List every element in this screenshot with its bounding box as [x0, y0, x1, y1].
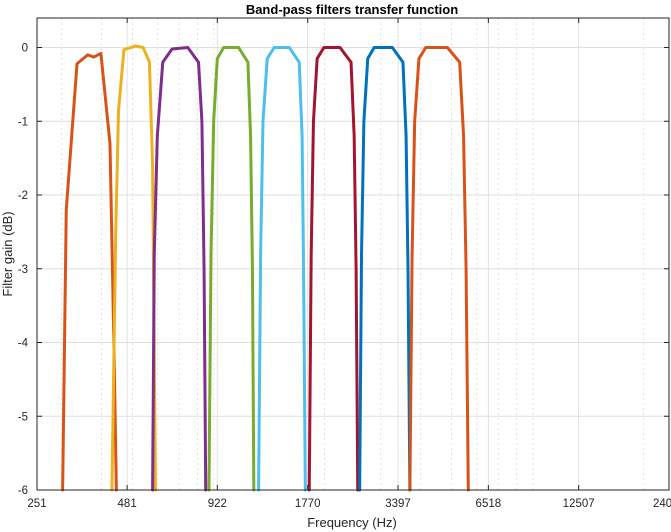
x-tick-label: 12507 [563, 498, 595, 510]
chart-title: Band-pass filters transfer function [246, 2, 458, 17]
y-tick-label: -4 [18, 338, 29, 350]
x-tick-label: 24000 [653, 498, 671, 510]
series-line-3 [151, 46, 208, 492]
series-line-6 [307, 46, 360, 492]
axis-layer: 251 481 922 1770 3397 6518 12507 24000 -6 -5 -4 -3 -… [18, 18, 671, 510]
series-layer [61, 44, 470, 492]
y-tick-label: -5 [18, 411, 28, 423]
x-tick-label: 922 [208, 498, 227, 510]
series-line-4 [207, 46, 256, 492]
series-line-5 [257, 46, 307, 492]
x-axis-label: Frequency (Hz) [307, 515, 397, 530]
y-axis-label: Filter gain (dB) [0, 211, 15, 296]
x-tick-label: 251 [27, 498, 46, 510]
y-tick-label: 0 [22, 43, 28, 55]
y-tick-label: -3 [18, 264, 28, 276]
y-tick-label: -1 [18, 116, 28, 128]
series-line-2 [110, 44, 157, 492]
plot-frame [36, 17, 670, 491]
x-tick-label: 3397 [385, 498, 411, 510]
x-tick-label: 1770 [295, 498, 321, 510]
x-tick-label: 6518 [476, 498, 502, 510]
series-line-8 [408, 46, 470, 492]
x-tick-label: 481 [118, 498, 137, 510]
y-tick-label: -2 [18, 190, 28, 202]
y-tick-label: -6 [18, 485, 28, 497]
series-line-1 [61, 51, 118, 492]
series-line-7 [358, 46, 412, 492]
